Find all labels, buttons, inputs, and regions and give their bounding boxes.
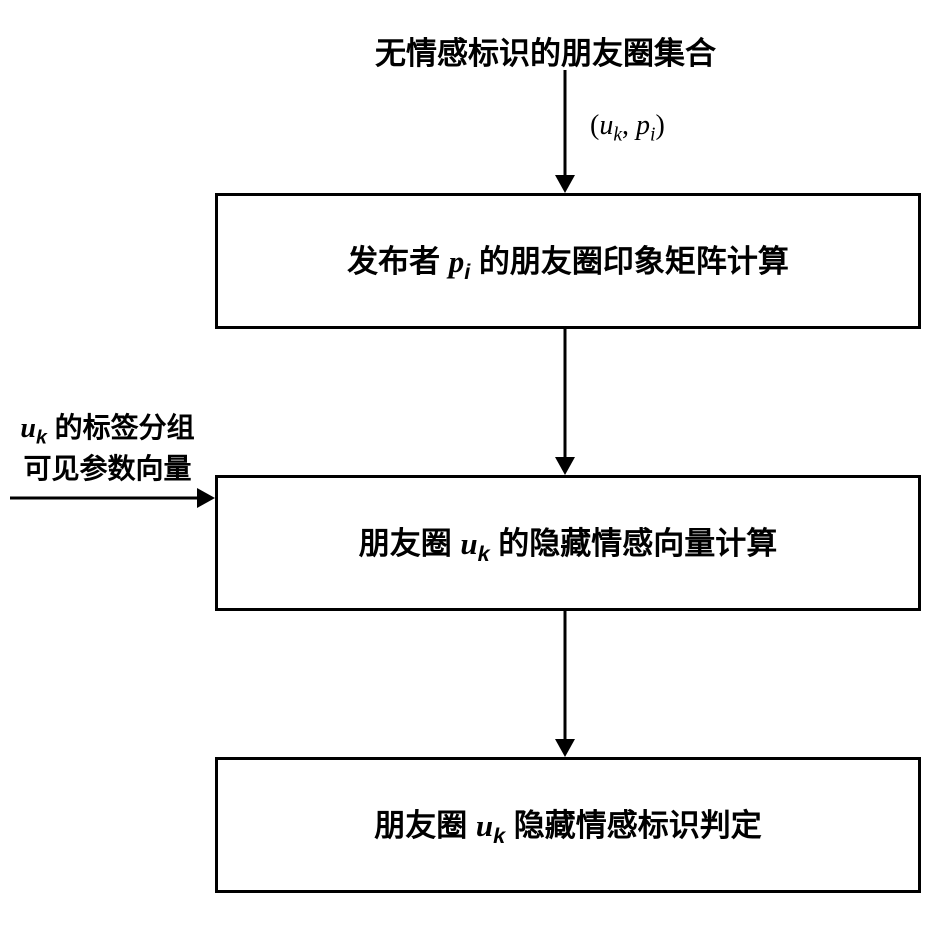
box3-post: 隐藏情感标识判定 [505, 808, 762, 843]
arrow-box2-to-box3 [547, 608, 583, 757]
box3-content: 朋友圈 uk 隐藏情感标识判定 [374, 800, 762, 849]
comma: , [622, 110, 636, 141]
box-hidden-emotion-vector: 朋友圈 uk 的隐藏情感向量计算 [215, 475, 921, 611]
paren-open: ( [590, 110, 599, 141]
side-sub: k [36, 427, 47, 449]
box2-content: 朋友圈 uk 的隐藏情感向量计算 [359, 518, 778, 567]
box2-sub: k [478, 542, 490, 567]
box1-pre: 发布者 [347, 244, 449, 279]
box3-var: u [476, 808, 493, 843]
diagram-title: 无情感标识的朋友圈集合 [375, 28, 716, 73]
arrow-side-to-box2 [10, 480, 215, 516]
box2-post: 的隐藏情感向量计算 [490, 526, 778, 561]
paren-close: ) [655, 110, 664, 141]
sub-k: k [613, 125, 622, 146]
var-u: u [599, 110, 613, 141]
box3-sub: k [493, 824, 505, 849]
box3-pre: 朋友圈 [374, 808, 476, 843]
arrow-title-to-box1 [547, 70, 583, 193]
arrow-box1-to-box2 [547, 326, 583, 475]
box-hidden-emotion-decision: 朋友圈 uk 隐藏情感标识判定 [215, 757, 921, 893]
box2-pre: 朋友圈 [359, 526, 461, 561]
side-label-tag-group: uk 的标签分组 可见参数向量 [5, 410, 210, 487]
side-post: 的标签分组 [47, 412, 195, 443]
box1-var: p [449, 244, 465, 279]
title-text: 无情感标识的朋友圈集合 [375, 36, 716, 71]
arrow1-label: (uk, pi) [590, 110, 665, 147]
box1-post: 的朋友圈印象矩阵计算 [470, 244, 789, 279]
box1-content: 发布者 pi 的朋友圈印象矩阵计算 [347, 236, 789, 285]
side-line1: uk 的标签分组 [5, 410, 210, 451]
box2-var: u [460, 526, 477, 561]
box-impression-matrix: 发布者 pi 的朋友圈印象矩阵计算 [215, 193, 921, 329]
side-var: u [20, 413, 36, 444]
var-p: p [636, 110, 650, 141]
